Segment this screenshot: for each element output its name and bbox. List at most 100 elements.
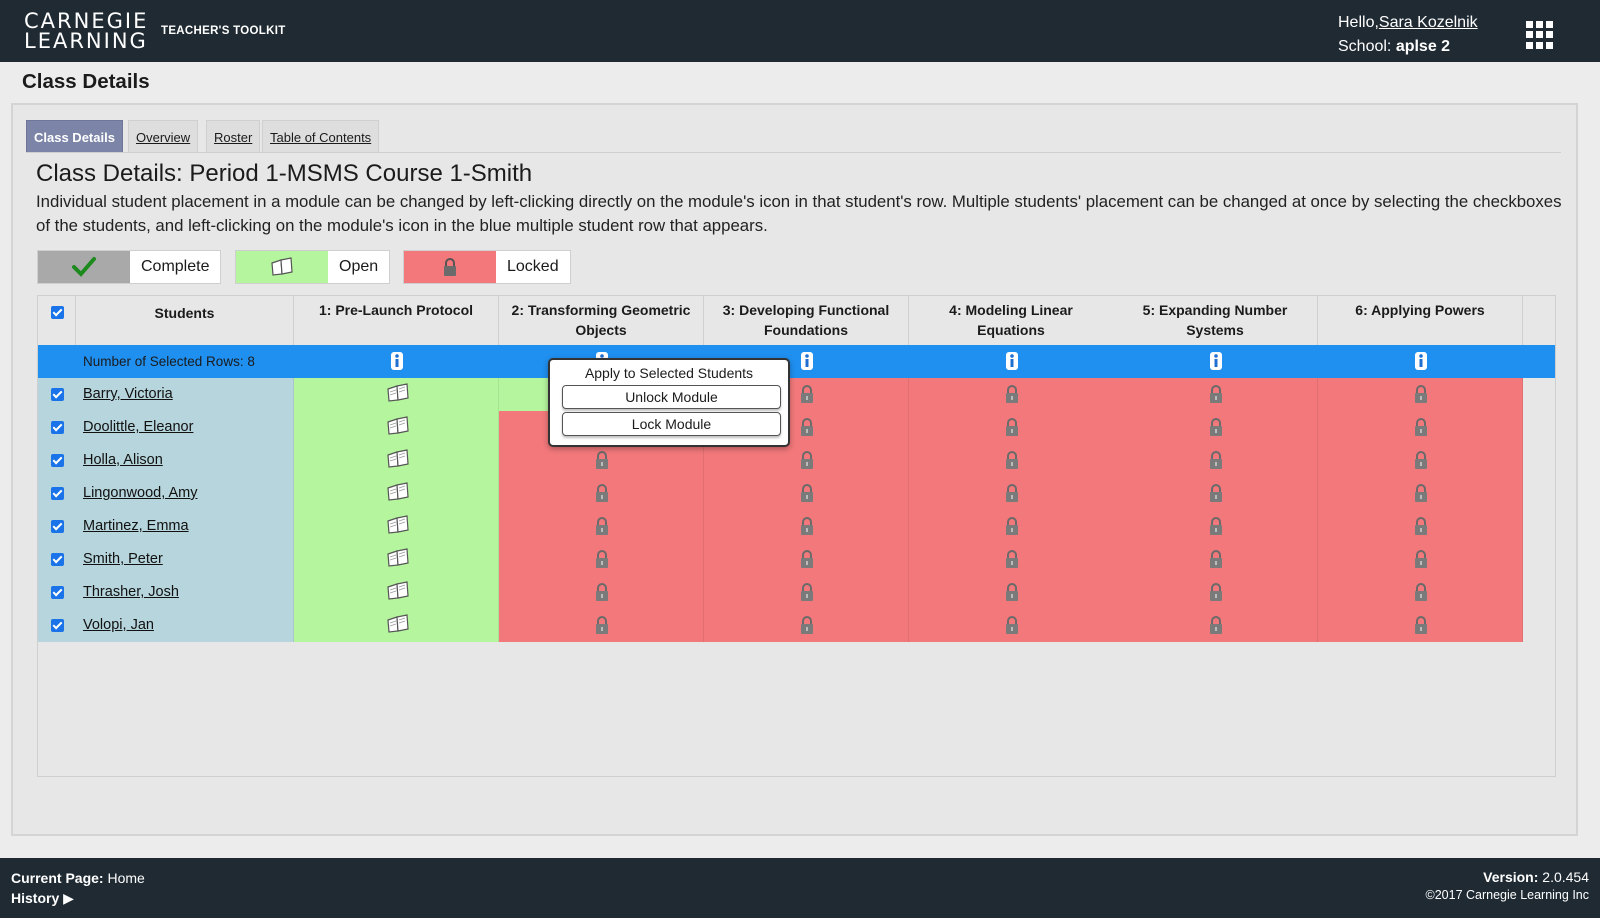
select-all-header (38, 296, 76, 345)
lock-icon[interactable] (1205, 614, 1227, 636)
lock-icon[interactable] (1205, 482, 1227, 504)
lock-icon[interactable] (796, 482, 818, 504)
lock-icon[interactable] (1205, 548, 1227, 570)
module-cell-locked (909, 378, 1114, 411)
lock-icon[interactable] (591, 482, 613, 504)
select-all-checkbox[interactable] (51, 306, 64, 319)
student-name-link[interactable]: Holla, Alison (83, 452, 163, 468)
lock-icon[interactable] (796, 449, 818, 471)
module-cell-locked (1318, 510, 1523, 543)
lock-icon[interactable] (1001, 548, 1023, 570)
student-checkbox[interactable] (51, 487, 64, 500)
tab-class-details[interactable]: Class Details (26, 120, 123, 153)
module-cell-locked (1318, 444, 1523, 477)
school-label: School: (1338, 38, 1396, 55)
lock-icon[interactable] (1410, 383, 1432, 405)
student-name-link[interactable]: Lingonwood, Amy (83, 485, 198, 501)
open-book-icon[interactable] (386, 581, 409, 603)
module-cell-locked (704, 609, 909, 642)
lock-icon[interactable] (796, 416, 818, 438)
user-name-link[interactable]: Sara Kozelnik (1378, 14, 1478, 31)
lock-icon[interactable] (1410, 482, 1432, 504)
unlock-module-button[interactable]: Unlock Module (562, 385, 781, 409)
lock-icon[interactable] (796, 548, 818, 570)
student-checkbox[interactable] (51, 553, 64, 566)
lock-icon[interactable] (1410, 614, 1432, 636)
lock-icon[interactable] (1205, 383, 1227, 405)
apply-to-selected-popup: Apply to Selected Students Unlock Module… (548, 358, 790, 447)
lock-icon[interactable] (591, 515, 613, 537)
tab-roster[interactable]: Roster (206, 120, 261, 153)
lock-icon[interactable] (1001, 416, 1023, 438)
apps-grid-icon[interactable] (1526, 21, 1554, 49)
open-book-icon[interactable] (386, 614, 409, 636)
info-icon[interactable] (386, 350, 408, 372)
student-checkbox[interactable] (51, 388, 64, 401)
tab-overview[interactable]: Overview (128, 120, 199, 153)
open-book-icon[interactable] (386, 548, 409, 570)
lock-icon[interactable] (591, 614, 613, 636)
user-greeting: Hello,Sara Kozelnik School: aplse 2 (1338, 11, 1478, 59)
lock-icon[interactable] (796, 581, 818, 603)
lock-icon[interactable] (1001, 515, 1023, 537)
module-cell-locked (499, 576, 704, 609)
student-name-link[interactable]: Volopi, Jan (83, 617, 154, 633)
carnegie-learning-logo[interactable]: CARNEGIE LEARNING (24, 11, 148, 52)
lock-icon[interactable] (1001, 614, 1023, 636)
footer: Current Page: Home History ▶ Version: 2.… (0, 858, 1600, 918)
module-cell-open (294, 477, 499, 510)
info-icon[interactable] (1001, 350, 1023, 372)
module-cell-locked (1113, 510, 1318, 543)
student-name-link[interactable]: Doolittle, Eleanor (83, 419, 194, 435)
lock-icon[interactable] (796, 515, 818, 537)
lock-icon[interactable] (1410, 515, 1432, 537)
student-name-link[interactable]: Smith, Peter (83, 551, 163, 567)
info-icon[interactable] (1410, 350, 1432, 372)
student-checkbox[interactable] (51, 520, 64, 533)
module-cell-locked (499, 510, 704, 543)
lock-icon[interactable] (591, 548, 613, 570)
history-toggle[interactable]: History ▶ (11, 888, 145, 908)
lock-icon[interactable] (1205, 449, 1227, 471)
info-icon[interactable] (1205, 350, 1227, 372)
lock-icon[interactable] (796, 614, 818, 636)
lock-icon[interactable] (591, 581, 613, 603)
selected-rows-count: Number of Selected Rows: 8 (83, 354, 255, 369)
top-bar: CARNEGIE LEARNING TEACHER'S TOOLKIT Hell… (0, 0, 1600, 62)
module-header-5: 5: Expanding Number Systems (1113, 296, 1318, 345)
student-name-link[interactable]: Martinez, Emma (83, 518, 189, 534)
lock-icon[interactable] (1001, 482, 1023, 504)
open-book-icon[interactable] (386, 482, 409, 504)
lock-icon[interactable] (1410, 416, 1432, 438)
lock-icon[interactable] (796, 383, 818, 405)
lock-icon[interactable] (591, 449, 613, 471)
info-icon[interactable] (796, 350, 818, 372)
lock-icon[interactable] (1410, 581, 1432, 603)
module-cell-locked (499, 543, 704, 576)
lock-icon[interactable] (1205, 416, 1227, 438)
lock-icon[interactable] (1410, 548, 1432, 570)
student-checkbox[interactable] (51, 454, 64, 467)
module-header-line2: Equations (977, 322, 1045, 338)
student-name-link[interactable]: Thrasher, Josh (83, 584, 179, 600)
module-cell-open (294, 411, 499, 444)
lock-module-button[interactable]: Lock Module (562, 412, 781, 436)
lock-icon[interactable] (1410, 449, 1432, 471)
student-checkbox[interactable] (51, 586, 64, 599)
lock-icon[interactable] (1205, 581, 1227, 603)
module-cell-locked (909, 477, 1114, 510)
student-checkbox[interactable] (51, 619, 64, 632)
tab-table-of-contents[interactable]: Table of Contents (262, 120, 380, 153)
lock-icon[interactable] (1001, 581, 1023, 603)
open-book-icon[interactable] (386, 515, 409, 537)
module-header-6: 6: Applying Powers (1318, 296, 1523, 345)
legend-complete-label: Complete (130, 251, 221, 283)
lock-icon[interactable] (1205, 515, 1227, 537)
student-name-link[interactable]: Barry, Victoria (83, 386, 173, 402)
open-book-icon[interactable] (386, 416, 409, 438)
lock-icon[interactable] (1001, 449, 1023, 471)
open-book-icon[interactable] (386, 449, 409, 471)
student-checkbox[interactable] (51, 421, 64, 434)
open-book-icon[interactable] (386, 383, 409, 405)
lock-icon[interactable] (1001, 383, 1023, 405)
